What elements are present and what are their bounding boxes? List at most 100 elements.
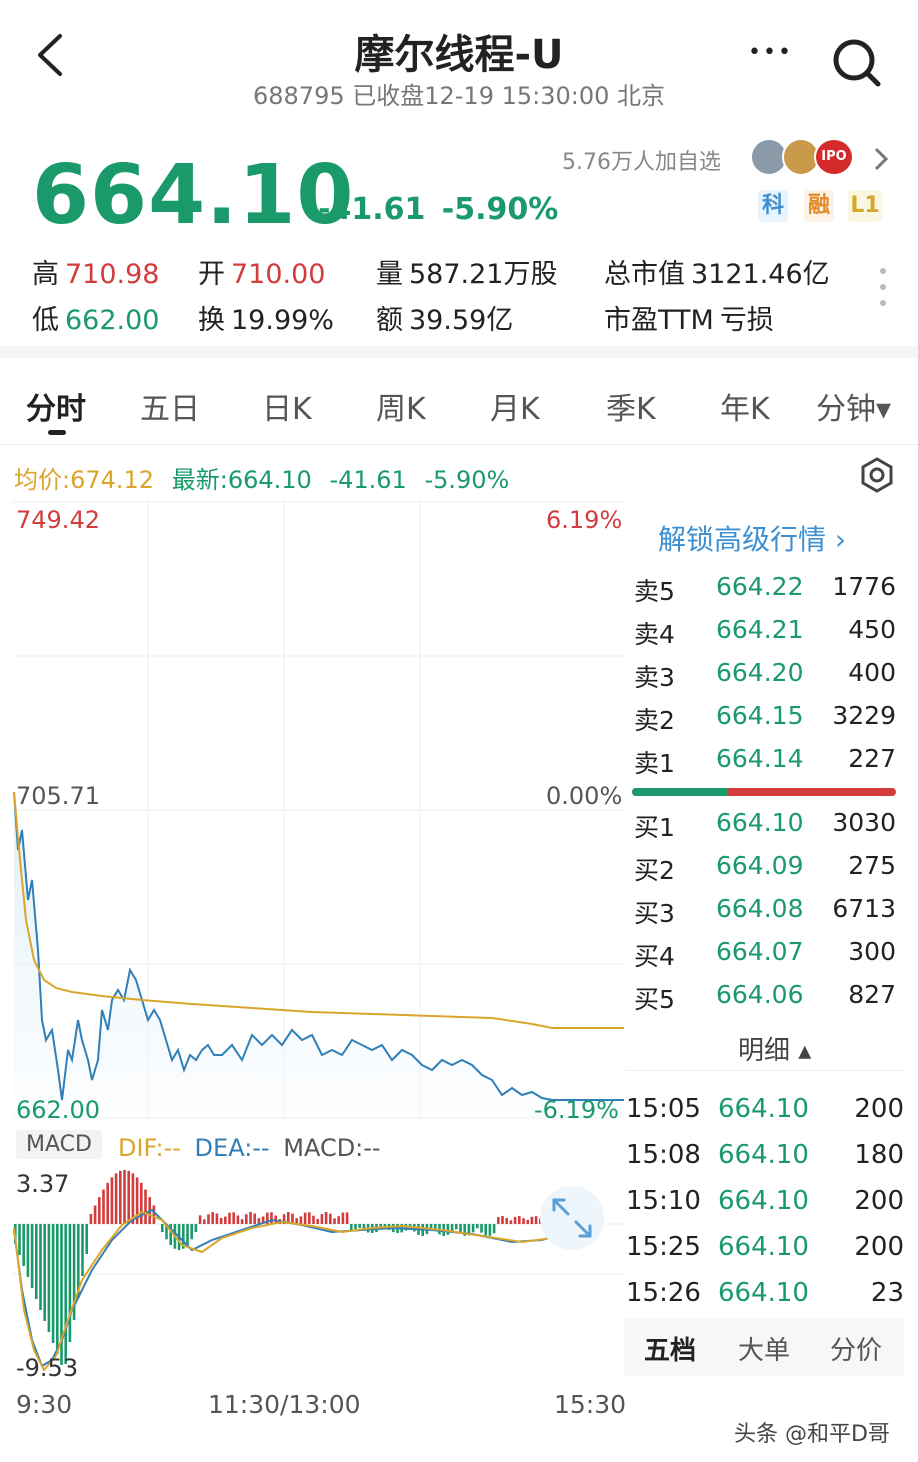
macd-histogram-bar [316, 1218, 319, 1224]
watcher-avatars[interactable]: IPO [750, 136, 860, 178]
tab-five-day[interactable]: 五日 [140, 392, 200, 427]
bid-row[interactable]: 买4 664.07 300 [634, 937, 896, 971]
bid-row[interactable]: 买3 664.08 6713 [634, 894, 896, 928]
macd-histogram-bar [135, 1177, 139, 1224]
x-axis-end: 15:30 [554, 1390, 627, 1419]
macd-histogram-bar [505, 1217, 508, 1224]
macd-histogram-bar [303, 1212, 307, 1224]
period-tabs: 分时 五日 日K 周K 月K 季K 年K 分钟▾ [0, 376, 918, 444]
chart-settings-icon[interactable] [858, 456, 896, 498]
macd-histogram-bar [282, 1214, 286, 1224]
more-icon[interactable]: ••• [748, 40, 793, 65]
macd-histogram-bar [480, 1224, 483, 1233]
tab-quarterly-k[interactable]: 季K [606, 392, 656, 427]
tick-row: 15:08 664.10 180 [626, 1140, 904, 1170]
macd-histogram-bar [324, 1212, 328, 1224]
macd-histogram-bar [455, 1224, 458, 1230]
macd-histogram-bar [89, 1214, 93, 1224]
macd-histogram-bar [337, 1216, 340, 1224]
tab-price-distribution[interactable]: 分价 [830, 1336, 883, 1366]
tab-yearly-k[interactable]: 年K [720, 392, 770, 427]
tick-row: 15:26 664.10 23 [626, 1278, 904, 1308]
macd-histogram-bar [203, 1219, 206, 1224]
macd-histogram-bar [228, 1212, 231, 1224]
macd-histogram-bar [245, 1214, 248, 1224]
price-axis-bottom: 662.00 [16, 1096, 100, 1124]
macd-histogram-bar [207, 1214, 210, 1224]
macd-histogram-bar [224, 1216, 227, 1224]
macd-histogram-bar [140, 1182, 143, 1224]
macd-histogram-bar [446, 1224, 450, 1235]
macd-histogram-bar [43, 1224, 46, 1321]
ask-row[interactable]: 卖4 664.21 450 [634, 615, 896, 649]
macd-histogram-bar [77, 1224, 80, 1298]
ask-row[interactable]: 卖2 664.15 3229 [634, 701, 896, 735]
vertical-more-icon[interactable] [878, 266, 888, 312]
detail-toggle[interactable]: 明细 ▴ [738, 1036, 812, 1066]
ask-row[interactable]: 卖5 664.22 1776 [634, 572, 896, 606]
bid-row[interactable]: 买5 664.06 827 [634, 980, 896, 1014]
pct-axis-top: 6.19% [546, 506, 623, 534]
x-axis-mid: 11:30/13:00 [208, 1390, 361, 1419]
tab-daily-k[interactable]: 日K [262, 392, 312, 427]
badge-margin: 融 [804, 190, 834, 222]
change-percent: -5.90% [441, 192, 559, 227]
macd-histogram-bar [144, 1189, 147, 1224]
macd-histogram-bar [350, 1224, 353, 1232]
watchers-count[interactable]: 5.76万人加自选 [562, 150, 721, 175]
tab-indicator [48, 430, 66, 435]
bid-row[interactable]: 买2 664.09 275 [634, 851, 896, 885]
macd-histogram-bar [39, 1224, 42, 1310]
macd-histogram-bar [131, 1173, 135, 1224]
ask-row[interactable]: 卖1 664.14 227 [634, 744, 896, 778]
macd-histogram-bar [232, 1212, 235, 1224]
tick-row: 15:10 664.10 200 [626, 1186, 904, 1216]
macd-values: DIF:-- DEA:-- MACD:-- [118, 1134, 381, 1162]
back-icon[interactable] [32, 30, 68, 90]
unlock-advanced-quotes[interactable]: 解锁高级行情 › [658, 523, 847, 556]
tick-row: 15:05 664.10 200 [626, 1094, 904, 1124]
macd-histogram-bar [194, 1224, 198, 1233]
macd-histogram-bar [429, 1224, 433, 1231]
detail-divider [626, 1070, 904, 1071]
macd-histogram-bar [476, 1224, 479, 1229]
intraday-chart[interactable] [12, 500, 624, 1120]
tab-monthly-k[interactable]: 月K [490, 392, 540, 427]
bid-row[interactable]: 买1 664.10 3030 [634, 808, 896, 842]
macd-histogram-bar [329, 1213, 332, 1224]
macd-histogram-bar [333, 1218, 336, 1224]
macd-histogram-bar [72, 1224, 76, 1320]
tab-big-orders[interactable]: 大单 [738, 1336, 791, 1366]
tab-intraday[interactable]: 分时 [26, 392, 86, 427]
macd-histogram-bar [169, 1224, 172, 1246]
macd-histogram-bar [81, 1224, 84, 1276]
tab-five-levels[interactable]: 五档 [644, 1336, 697, 1366]
ask-row[interactable]: 卖3 664.20 400 [634, 658, 896, 692]
macd-histogram-bar [56, 1224, 59, 1354]
macd-histogram-bar [119, 1170, 122, 1224]
macd-histogram-bar [459, 1224, 462, 1234]
orderbook-bottom-tabs [624, 1318, 904, 1376]
macd-histogram-bar [266, 1212, 269, 1224]
macd-histogram-bar [467, 1224, 471, 1236]
last-price: 664.10 [32, 148, 355, 243]
tab-minute[interactable]: 分钟▾ [816, 392, 892, 427]
macd-histogram-bar [513, 1216, 517, 1224]
bid-ask-ratio-green [632, 788, 728, 796]
fullscreen-icon[interactable] [540, 1186, 604, 1250]
search-icon[interactable] [830, 36, 884, 94]
macd-histogram-bar [450, 1224, 454, 1232]
macd-histogram-bar [383, 1224, 387, 1228]
badge-level1: L1 [848, 190, 882, 222]
macd-histogram-bar [257, 1218, 261, 1224]
macd-histogram-bar [291, 1213, 294, 1224]
tab-weekly-k[interactable]: 周K [376, 392, 426, 427]
macd-histogram-bar [488, 1224, 492, 1236]
chevron-right-icon[interactable] [872, 146, 890, 176]
bid-ask-ratio-bar [632, 788, 896, 796]
macd-histogram-bar [501, 1216, 504, 1224]
macd-histogram-bar [47, 1224, 51, 1332]
macd-histogram-bar [434, 1224, 437, 1231]
macd-label[interactable]: MACD [16, 1130, 102, 1159]
macd-chart[interactable] [12, 1170, 624, 1380]
